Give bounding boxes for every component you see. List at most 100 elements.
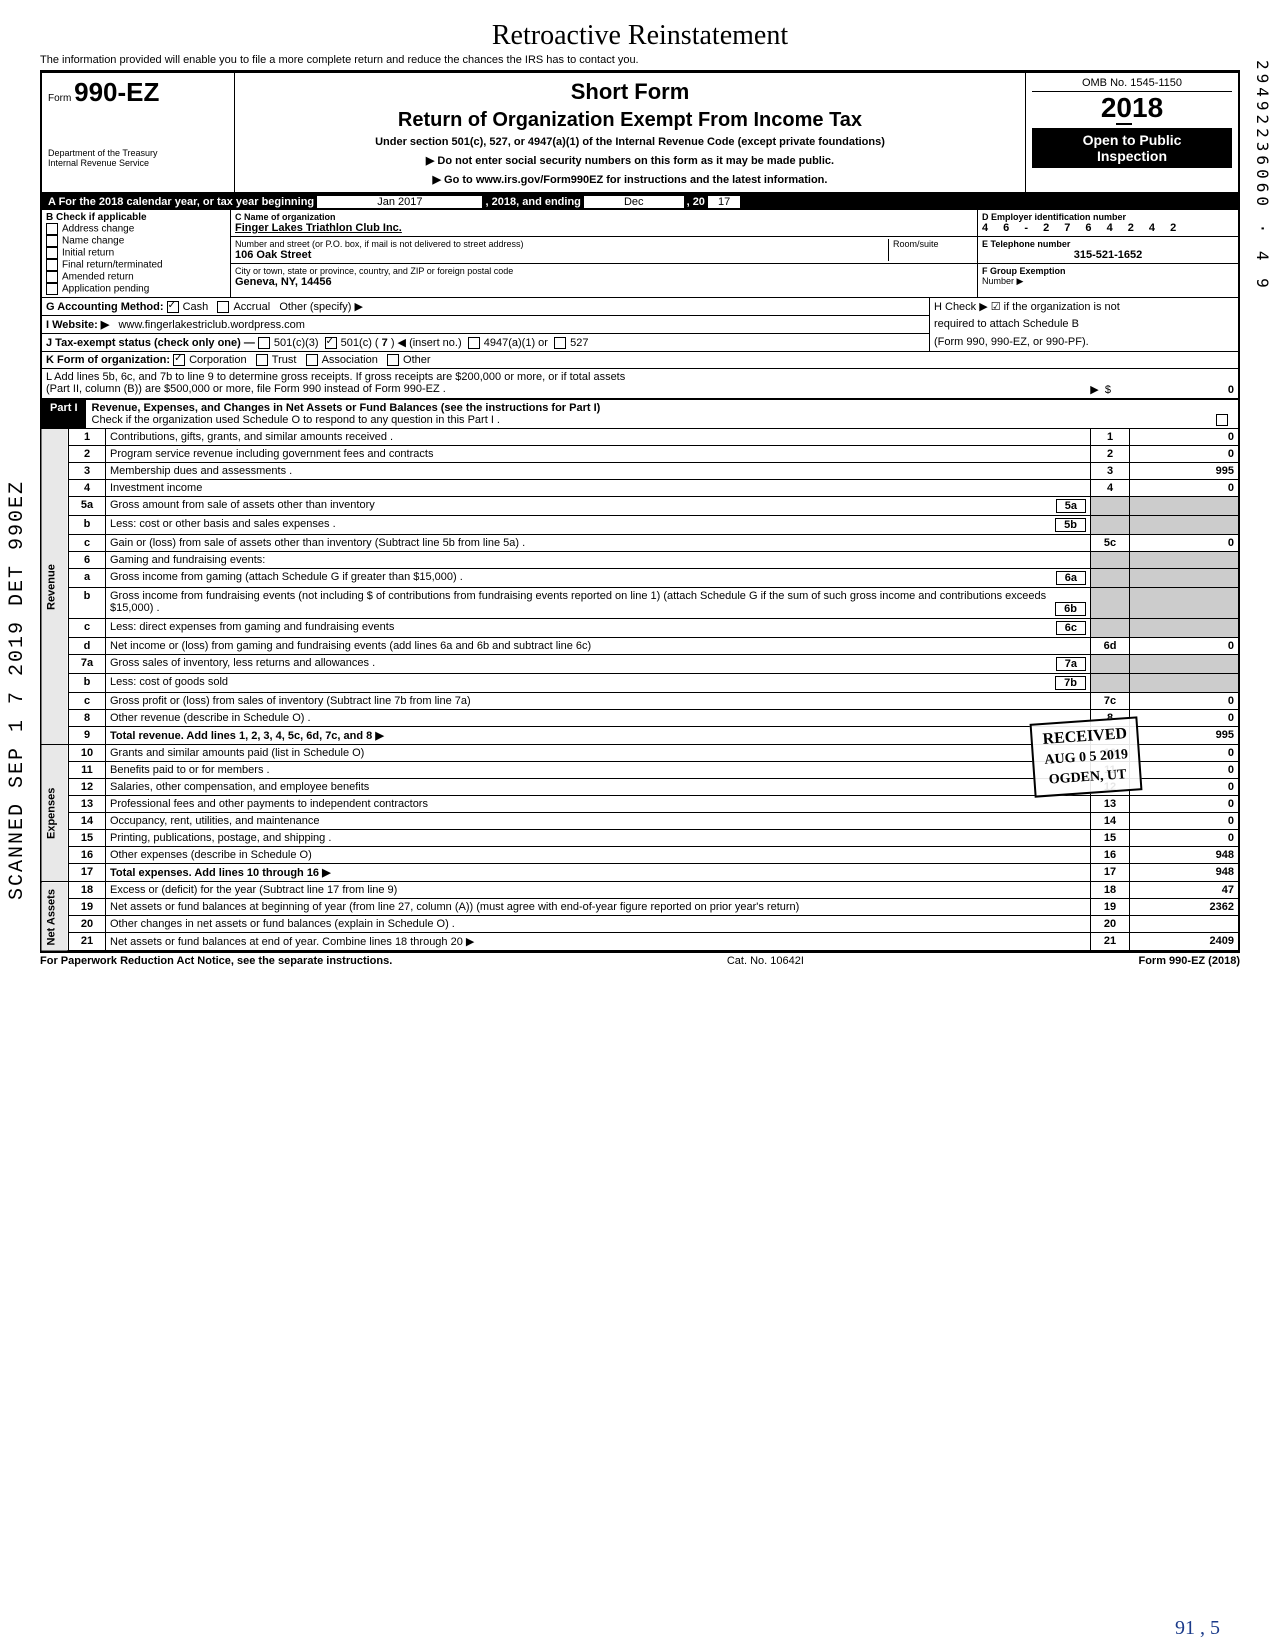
line-box: 5c — [1091, 535, 1130, 552]
chk-trust[interactable] — [256, 354, 268, 366]
lbl-cash: Cash — [183, 301, 209, 313]
line-box: 18 — [1091, 882, 1130, 899]
line-num: 13 — [69, 796, 106, 813]
section-f-label: F Group Exemption — [982, 266, 1234, 276]
line-amt: 0 — [1130, 710, 1240, 727]
mini-box: 6b — [1055, 602, 1086, 616]
line-desc: Other expenses (describe in Schedule O) — [106, 847, 1091, 864]
line-desc: Total revenue. Add lines 1, 2, 3, 4, 5c,… — [110, 730, 372, 742]
chk-application-pending[interactable] — [46, 283, 58, 295]
chk-4947[interactable] — [468, 337, 480, 349]
part1-label: Part I — [42, 400, 86, 428]
part1-check-line: Check if the organization used Schedule … — [92, 414, 500, 426]
lbl-501c-after: ) ◀ (insert no.) — [391, 337, 462, 349]
handwritten-header: Retroactive Reinstatement — [40, 20, 1240, 52]
line-box: 3 — [1091, 463, 1130, 480]
line-desc: Gain or (loss) from sale of assets other… — [106, 535, 1091, 552]
omb-number: OMB No. 1545-1150 — [1032, 77, 1232, 92]
line-num: 12 — [69, 779, 106, 796]
chk-cash[interactable] — [167, 301, 179, 313]
line-num: 15 — [69, 830, 106, 847]
chk-initial-return[interactable] — [46, 247, 58, 259]
mini-box: 7a — [1056, 657, 1086, 671]
line-desc: Other revenue (describe in Schedule O) . — [106, 710, 1091, 727]
line-h-1: H Check ▶ ☑ if the organization is not — [934, 300, 1234, 313]
revenue-label: Revenue — [41, 429, 69, 745]
line-desc: Less: cost of goods sold — [110, 676, 228, 688]
instr-ssn: ▶ Do not enter social security numbers o… — [245, 154, 1015, 167]
chk-527[interactable] — [554, 337, 566, 349]
tax-year: 20201818 — [1032, 92, 1232, 124]
chk-other-org[interactable] — [387, 354, 399, 366]
footer-right: Form 990-EZ (2018) — [1138, 955, 1240, 967]
mini-box: 5b — [1055, 518, 1086, 532]
city-value: Geneva, NY, 14456 — [235, 276, 973, 288]
chk-amended-return[interactable] — [46, 271, 58, 283]
line-desc: Total expenses. Add lines 10 through 16 — [110, 867, 319, 879]
line-num: d — [69, 638, 106, 655]
chk-address-change[interactable] — [46, 223, 58, 235]
chk-corp[interactable] — [173, 354, 185, 366]
line-desc: Net assets or fund balances at beginning… — [106, 899, 1091, 916]
line-num: c — [69, 619, 106, 638]
form-number: 990-EZ — [74, 77, 159, 107]
lbl-501c3: 501(c)(3) — [274, 337, 319, 349]
line-num: 9 — [69, 727, 106, 745]
line-num: 20 — [69, 916, 106, 933]
lines-table: Revenue 1 Contributions, gifts, grants, … — [40, 428, 1240, 952]
line-num: b — [69, 674, 106, 693]
part1-title: Revenue, Expenses, and Changes in Net As… — [92, 402, 601, 414]
line-amt: 0 — [1130, 813, 1240, 830]
chk-schedule-o[interactable] — [1216, 414, 1228, 426]
mini-box: 6a — [1056, 571, 1086, 585]
line-a-mid: , 2018, and ending — [486, 196, 581, 208]
instr-url: ▶ Go to www.irs.gov/Form990EZ for instru… — [245, 173, 1015, 186]
lbl-assoc: Association — [322, 354, 378, 366]
section-f-label2: Number ▶ — [982, 276, 1234, 287]
line-num: 21 — [69, 933, 106, 952]
form-label: Form — [48, 93, 71, 104]
top-note: The information provided will enable you… — [40, 54, 1240, 71]
line-a-yearprefix: , 20 — [687, 196, 705, 208]
entity-block: B Check if applicable Address change Nam… — [40, 210, 1240, 298]
line-l-1: L Add lines 5b, 6c, and 7b to line 9 to … — [46, 371, 1234, 383]
lbl-application-pending: Application pending — [62, 284, 149, 295]
line-box: 8 — [1091, 710, 1130, 727]
line-desc: Investment income — [106, 480, 1091, 497]
chk-assoc[interactable] — [306, 354, 318, 366]
lbl-name-change: Name change — [62, 236, 124, 247]
short-form-title: Short Form — [245, 79, 1015, 105]
street-label: Number and street (or P.O. box, if mail … — [235, 239, 888, 249]
line-l-2: (Part II, column (B)) are $500,000 or mo… — [46, 383, 446, 395]
line-desc: Gross income from gaming (attach Schedul… — [110, 571, 463, 583]
line-amt: 0 — [1130, 480, 1240, 497]
lbl-4947: 4947(a)(1) or — [484, 337, 548, 349]
line-desc: Gross income from fundraising events (no… — [110, 590, 1046, 614]
line-amt: 0 — [1130, 638, 1240, 655]
line-l-amount: 0 — [1114, 384, 1234, 396]
subtitle: Under section 501(c), 527, or 4947(a)(1)… — [245, 136, 1015, 148]
line-h-3: (Form 990, 990-EZ, or 990-PF). — [934, 336, 1234, 348]
mini-box: 7b — [1055, 676, 1086, 690]
line-box: 9 — [1091, 727, 1130, 745]
dept-treasury: Department of the Treasury — [48, 148, 228, 158]
line-amt: 0 — [1130, 745, 1240, 762]
lbl-amended-return: Amended return — [62, 272, 134, 283]
line-desc: Other changes in net assets or fund bala… — [106, 916, 1091, 933]
line-amt: 0 — [1130, 535, 1240, 552]
chk-final-return[interactable] — [46, 259, 58, 271]
line-num: c — [69, 693, 106, 710]
line-num: 5a — [69, 497, 106, 516]
501c-num: 7 — [382, 337, 388, 349]
lbl-other-org: Other — [403, 354, 431, 366]
line-desc: Gross sales of inventory, less returns a… — [110, 657, 375, 669]
chk-accrual[interactable] — [217, 301, 229, 313]
chk-501c3[interactable] — [258, 337, 270, 349]
chk-501c[interactable] — [325, 337, 337, 349]
return-title: Return of Organization Exempt From Incom… — [245, 109, 1015, 132]
open-public-1: Open to Public — [1036, 132, 1228, 148]
chk-name-change[interactable] — [46, 235, 58, 247]
line-num: b — [69, 516, 106, 535]
footer-left: For Paperwork Reduction Act Notice, see … — [40, 955, 392, 967]
line-h-2: required to attach Schedule B — [934, 318, 1234, 330]
